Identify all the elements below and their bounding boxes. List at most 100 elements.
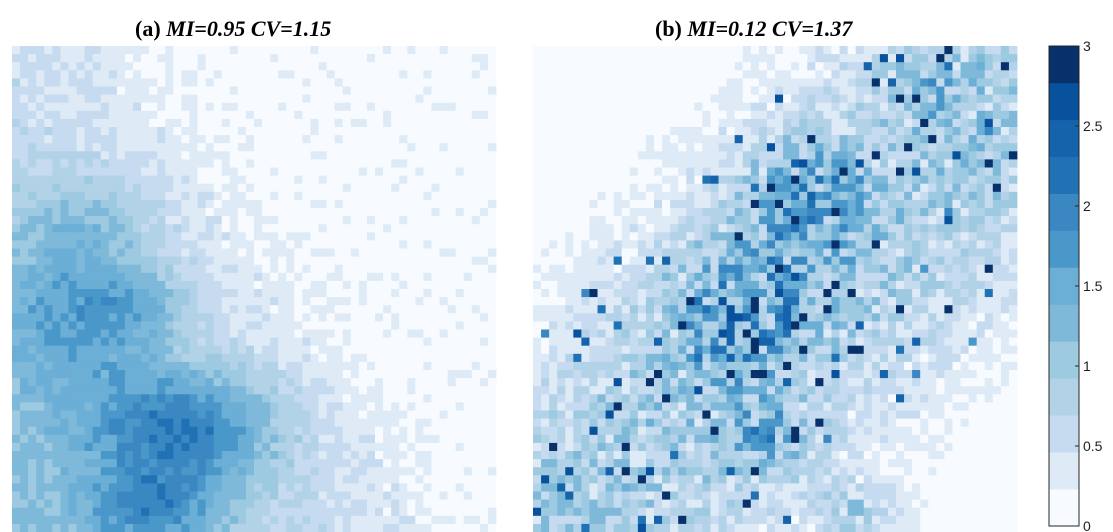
- heatmap-cell: [141, 280, 150, 290]
- heatmap-cell: [278, 507, 287, 517]
- heatmap-cell: [447, 345, 457, 355]
- heatmap-cell: [310, 143, 319, 152]
- heatmap-cell: [189, 167, 198, 176]
- heatmap-cell: [36, 191, 45, 201]
- heatmap-cell: [750, 110, 760, 120]
- heatmap-cell: [718, 78, 727, 87]
- heatmap-cell: [423, 329, 432, 338]
- heatmap-cell: [36, 151, 45, 160]
- heatmap-cell: [318, 305, 327, 314]
- panel-b-title: (b) MI=0.12 CV=1.37: [655, 16, 852, 42]
- heatmap-cell: [189, 62, 198, 71]
- heatmap-cell: [36, 272, 45, 282]
- heatmap-cell: [734, 151, 744, 160]
- heatmap-cell: [358, 329, 368, 338]
- heatmap-cell: [581, 159, 590, 168]
- heatmap-cell: [447, 289, 457, 298]
- heatmap-cell: [541, 102, 550, 112]
- heatmap-cell: [237, 353, 247, 363]
- heatmap-cell: [221, 280, 231, 290]
- heatmap-cell: [100, 467, 110, 476]
- heatmap-cell: [871, 143, 881, 152]
- heatmap-cell: [254, 78, 263, 87]
- heatmap-cell: [431, 289, 440, 298]
- heatmap-cell: [557, 232, 566, 241]
- heatmap-cell: [431, 329, 440, 338]
- heatmap-cell: [116, 46, 126, 55]
- heatmap-cell: [173, 297, 182, 306]
- heatmap-cell: [28, 70, 37, 79]
- heatmap-cell: [100, 256, 110, 266]
- heatmap-cell: [92, 264, 102, 274]
- heatmap-cell: [533, 151, 542, 160]
- heatmap-cell: [407, 370, 416, 379]
- heatmap-cell: [541, 232, 550, 241]
- heatmap-cell: [557, 143, 566, 152]
- heatmap-cell: [100, 151, 110, 160]
- heatmap-cell: [124, 110, 134, 120]
- heatmap-cell: [415, 143, 424, 152]
- heatmap-cell: [294, 272, 303, 282]
- heatmap-cell: [229, 386, 239, 395]
- heatmap-cell: [471, 442, 481, 452]
- heatmap-cell: [286, 337, 295, 347]
- heatmap-cell: [108, 118, 118, 128]
- heatmap-cell: [20, 78, 29, 87]
- heatmap-cell: [197, 272, 206, 282]
- heatmap-cell: [678, 46, 687, 55]
- heatmap-cell: [455, 402, 465, 411]
- heatmap-cell: [847, 70, 857, 79]
- heatmap-cell: [12, 434, 21, 444]
- heatmap-cell: [278, 394, 287, 403]
- heatmap-cell: [12, 361, 21, 371]
- heatmap-cell: [455, 337, 465, 347]
- heatmap-cell: [116, 167, 126, 176]
- heatmap-cell: [181, 523, 190, 532]
- heatmap-cell: [936, 175, 945, 185]
- heatmap-cell: [270, 70, 279, 79]
- heatmap-cell: [116, 345, 126, 355]
- heatmap-cell: [399, 70, 408, 79]
- heatmap-cell: [487, 434, 497, 444]
- heatmap-cell: [391, 159, 400, 168]
- heatmap-cell: [52, 523, 61, 532]
- heatmap-cell: [879, 127, 889, 136]
- heatmap-cell: [407, 394, 416, 403]
- heatmap-cell: [157, 62, 166, 71]
- heatmap-cell: [589, 199, 598, 209]
- heatmap-cell: [12, 305, 21, 314]
- heatmap-cell: [20, 102, 29, 112]
- heatmap-cell: [84, 224, 94, 233]
- heatmap-cell: [76, 94, 85, 104]
- heatmap-cell: [471, 434, 481, 444]
- heatmap-cell: [20, 232, 29, 241]
- heatmap-cell: [28, 240, 37, 249]
- heatmap-cell: [350, 167, 360, 176]
- heatmap-cell: [887, 46, 897, 55]
- heatmap-cell: [124, 199, 134, 209]
- heatmap-cell: [181, 248, 190, 257]
- heatmap-cell: [565, 70, 574, 79]
- heatmap-cell: [326, 402, 336, 411]
- heatmap-cell: [920, 159, 929, 168]
- heatmap-cell: [326, 127, 336, 136]
- heatmap-cell: [36, 216, 45, 225]
- heatmap-cell: [52, 491, 61, 500]
- heatmap-cell: [439, 102, 448, 112]
- heatmap-cell: [173, 313, 182, 322]
- heatmap-cell: [270, 280, 279, 290]
- heatmap-cell: [165, 183, 174, 193]
- heatmap-cell: [702, 94, 711, 104]
- heatmap-cell: [455, 329, 465, 338]
- heatmap-cell: [928, 70, 937, 79]
- heatmap-cell: [549, 175, 558, 185]
- heatmap-cell: [766, 110, 776, 120]
- heatmap-cell: [286, 78, 295, 87]
- heatmap-cell: [662, 78, 671, 87]
- heatmap-cell: [479, 102, 489, 112]
- heatmap-cell: [847, 62, 857, 71]
- heatmap-cell: [960, 159, 969, 168]
- heatmap-cell: [76, 151, 85, 160]
- heatmap-cell: [879, 167, 889, 176]
- heatmap-cell: [278, 175, 287, 185]
